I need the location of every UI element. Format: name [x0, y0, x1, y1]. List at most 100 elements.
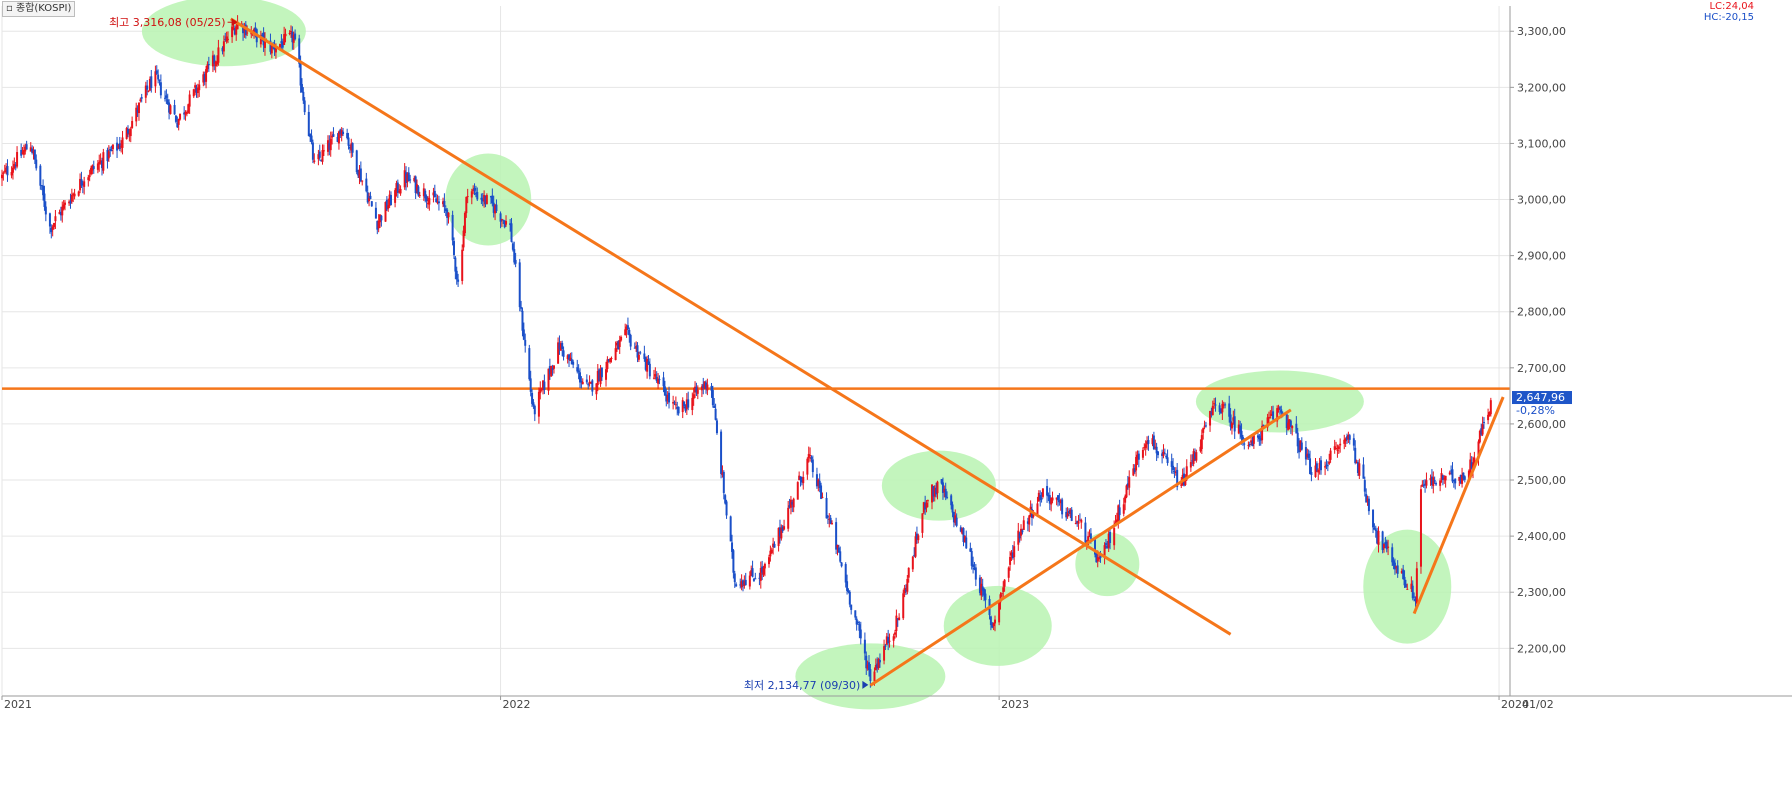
candle-up: [24, 146, 27, 152]
candle-down: [1084, 522, 1087, 543]
candle-up: [806, 458, 809, 475]
candle-up: [1458, 476, 1461, 481]
candle-down: [1218, 405, 1221, 412]
candle-down: [1095, 551, 1098, 563]
candle-down: [1278, 407, 1281, 409]
candle-down: [1233, 416, 1236, 432]
candle-down: [417, 186, 420, 196]
candle-up: [777, 527, 780, 547]
candle-up: [743, 581, 746, 586]
candle-up: [1209, 410, 1212, 426]
candle-up: [926, 500, 929, 502]
candle-up: [885, 636, 888, 645]
candle-up: [494, 205, 497, 214]
candle-up: [329, 138, 332, 151]
candle-up: [231, 26, 234, 38]
candle-down: [357, 169, 360, 176]
candle-down: [110, 150, 113, 152]
candle-up: [1020, 528, 1023, 536]
candle-up: [263, 39, 266, 48]
candle-up: [1115, 519, 1118, 525]
candle-down: [1296, 432, 1299, 447]
candle-down: [1061, 499, 1064, 515]
candle-down: [826, 516, 829, 518]
candle-down: [1163, 453, 1166, 455]
candle-down: [855, 618, 858, 625]
candle-up: [398, 190, 401, 193]
candle-down: [455, 270, 458, 280]
candle-down: [732, 550, 735, 573]
candle-up: [1421, 484, 1424, 487]
candle-down: [989, 616, 992, 625]
candle-up: [1267, 416, 1270, 419]
candle-up: [470, 191, 473, 198]
highlight-ellipses: [141, 0, 1452, 710]
candle-down: [509, 223, 512, 225]
candle-down: [647, 361, 650, 365]
candle-down: [735, 584, 738, 587]
candle-down: [1433, 480, 1436, 482]
candle-down: [829, 517, 832, 524]
candle-up: [780, 527, 783, 539]
candle-down: [281, 42, 284, 48]
candle-down: [531, 392, 534, 404]
candle-down: [510, 223, 513, 242]
low-annotation-arrowhead: [862, 680, 869, 689]
candle-up: [1250, 440, 1253, 443]
candle-down: [677, 406, 680, 414]
candle-up: [1288, 419, 1291, 424]
candle-down: [1470, 462, 1473, 469]
candle-down: [1039, 495, 1042, 500]
candle-up: [1103, 545, 1106, 557]
candle-down: [6, 166, 9, 176]
candle-down: [529, 378, 532, 392]
candle-down: [720, 431, 723, 474]
candle-up: [102, 152, 105, 171]
candle-up: [442, 201, 445, 205]
candle-down: [1463, 476, 1466, 480]
candle-up: [831, 523, 834, 525]
candle-down: [203, 74, 206, 82]
candle-up: [426, 203, 429, 205]
candle-up: [1287, 422, 1290, 430]
candle-up: [557, 342, 560, 364]
candle-up: [873, 671, 876, 682]
candle-up: [1162, 451, 1165, 456]
candle-up: [184, 111, 187, 115]
chart-title[interactable]: ▫ 종합(KOSPI): [2, 1, 76, 17]
candle-down: [846, 581, 849, 591]
candle-up: [29, 147, 32, 152]
candle-down: [307, 111, 310, 137]
candle-up: [128, 133, 131, 135]
candle-up: [1074, 522, 1077, 524]
candle-up: [657, 378, 660, 384]
candle-up: [1174, 471, 1177, 473]
candle-down: [1362, 464, 1365, 479]
candle-down: [1047, 494, 1050, 497]
candle-down: [1391, 547, 1394, 563]
candle-down: [44, 206, 47, 215]
candle-down: [739, 584, 742, 586]
candle-down: [1214, 404, 1217, 406]
candle-down: [174, 115, 177, 122]
candle-down: [1367, 498, 1370, 512]
candle-up: [828, 518, 831, 521]
candle-up: [1213, 403, 1216, 405]
candle-down: [887, 636, 890, 644]
candle-down: [648, 363, 651, 377]
candle-down: [425, 196, 428, 202]
candle-down: [481, 199, 484, 202]
candle-up: [1324, 466, 1327, 468]
candle-down: [663, 386, 666, 396]
candle-down: [684, 406, 687, 411]
candle-up: [202, 74, 205, 83]
candle-down: [580, 380, 583, 383]
candle-down: [587, 384, 590, 386]
candle-down: [1065, 511, 1068, 518]
candle-down: [163, 97, 166, 99]
candle-down: [878, 660, 881, 663]
candle-up: [1135, 456, 1138, 471]
candle-up: [185, 112, 188, 114]
candle-up: [358, 169, 361, 178]
candle-up: [465, 196, 468, 214]
